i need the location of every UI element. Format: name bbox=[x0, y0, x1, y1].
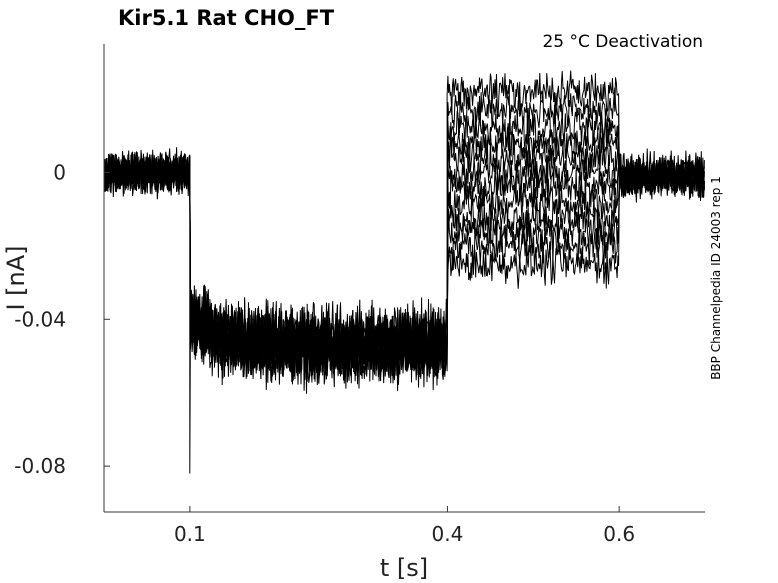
y-tick-label: 0 bbox=[53, 160, 66, 184]
sweep-trace-1 bbox=[103, 70, 705, 474]
x-tick-label: 0.1 bbox=[174, 522, 206, 546]
sweep-trace-12 bbox=[103, 150, 705, 394]
ticks: 0.1 0.4 0.6 0 -0.04 -0.08 bbox=[14, 160, 635, 546]
sweep-trace-7 bbox=[103, 151, 705, 391]
y-axis-label: I [nA] bbox=[2, 245, 30, 310]
chart-title: Kir5.1 Rat CHO_FT bbox=[118, 6, 335, 30]
channelpedia-id-label: BBP Channelpedia ID 24003 rep 1 bbox=[709, 176, 723, 380]
traces bbox=[103, 70, 705, 474]
sweep-trace-10 bbox=[103, 153, 705, 391]
x-tick-label: 0.4 bbox=[432, 522, 464, 546]
condition-label: 25 °C Deactivation bbox=[542, 32, 703, 52]
sweep-trace-11 bbox=[103, 154, 705, 385]
y-tick-label: -0.08 bbox=[14, 454, 66, 478]
x-axis-label: t [s] bbox=[380, 554, 428, 582]
x-tick-label: 0.6 bbox=[603, 522, 635, 546]
y-tick-label: -0.04 bbox=[14, 307, 66, 331]
